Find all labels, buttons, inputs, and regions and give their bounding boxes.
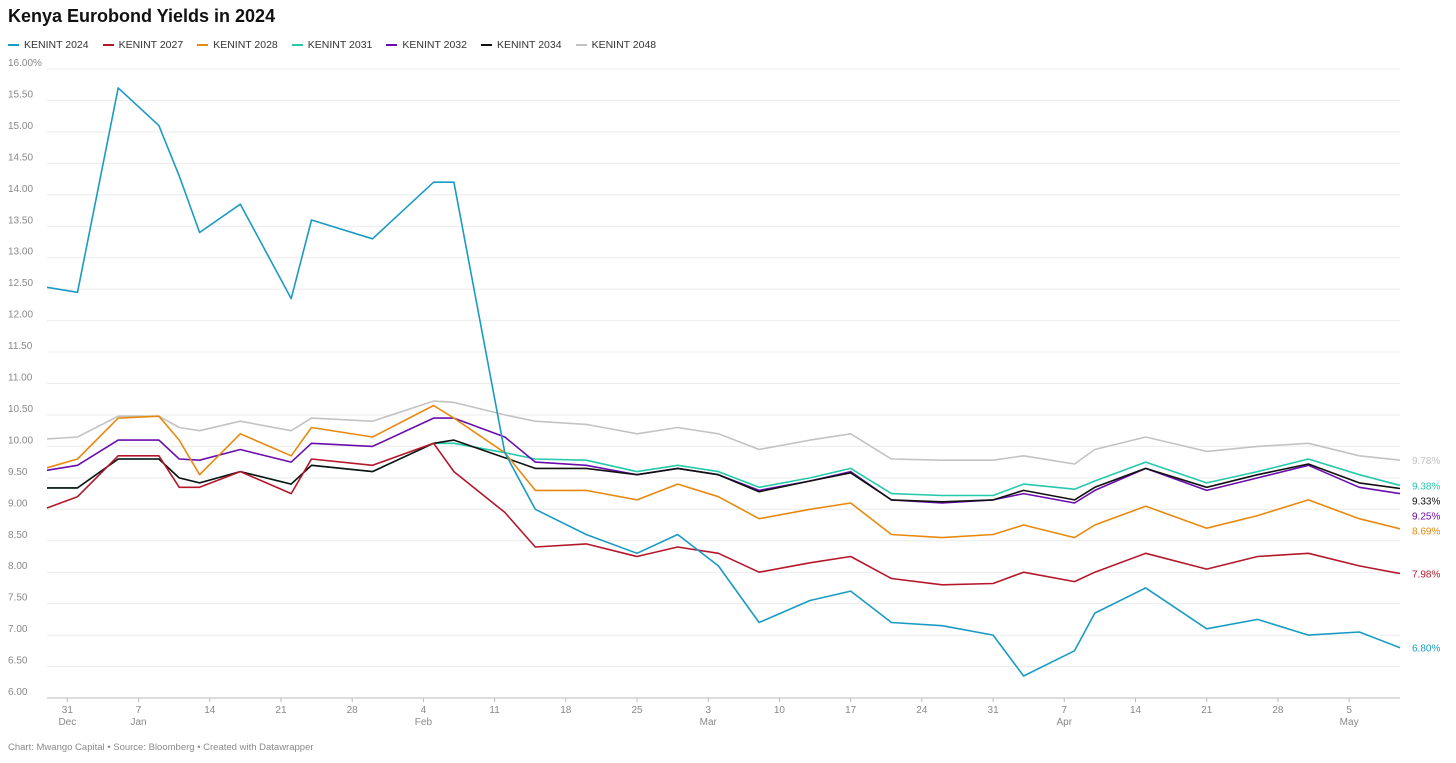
y-tick-label: 16.00% — [8, 58, 42, 69]
series-line-kenint-2024 — [46, 87, 1401, 677]
legend-item: KENINT 2048 — [575, 39, 657, 51]
x-tick-month-label: Feb — [415, 717, 433, 728]
legend-label: KENINT 2032 — [402, 39, 467, 51]
y-tick-label: 8.00 — [8, 561, 28, 572]
y-tick-label: 10.00 — [8, 435, 33, 446]
x-tick-month-label: Mar — [700, 717, 718, 728]
x-tick-label: 31 — [62, 705, 74, 716]
x-tick-label: 31 — [988, 705, 1000, 716]
y-tick-label: 12.00 — [8, 310, 33, 321]
x-tick-label: 17 — [845, 705, 857, 716]
legend-swatch — [480, 44, 492, 46]
x-tick-label: 21 — [275, 705, 287, 716]
legend-label: KENINT 2028 — [213, 39, 278, 51]
legend-label: KENINT 2031 — [307, 39, 373, 51]
series-line-kenint-2034 — [47, 439, 1401, 503]
y-tick-label: 13.00 — [8, 247, 33, 258]
x-tick-label: 3 — [705, 705, 711, 716]
x-tick-month-label: Apr — [1057, 717, 1073, 728]
y-tick-label: 11.00 — [8, 373, 33, 384]
legend-item: KENINT 2027 — [102, 39, 184, 51]
y-tick-label: 14.00 — [8, 184, 33, 195]
y-tick-label: 7.00 — [8, 624, 28, 635]
end-label: 9.25% — [1412, 511, 1440, 522]
y-tick-label: 6.50 — [8, 656, 28, 667]
end-label: 8.69% — [1412, 526, 1440, 537]
legend-label: KENINT 2034 — [496, 39, 562, 51]
legend-item: KENINT 2024 — [8, 39, 89, 51]
legend-swatch — [291, 44, 303, 46]
x-tick-label: 14 — [1130, 705, 1142, 716]
legend-item: KENINT 2031 — [291, 39, 373, 51]
x-tick-label: 7 — [136, 705, 142, 716]
y-tick-label: 8.50 — [8, 530, 28, 541]
y-tick-label: 11.50 — [8, 341, 33, 352]
x-tick-label: 7 — [1062, 705, 1068, 716]
x-tick-label: 10 — [774, 705, 786, 716]
y-tick-label: 12.50 — [8, 278, 33, 289]
legend-label: KENINT 2027 — [118, 39, 184, 51]
x-tick-label: 5 — [1346, 705, 1352, 716]
x-tick-label: 28 — [347, 705, 359, 716]
legend-item: KENINT 2028 — [197, 39, 278, 51]
y-tick-label: 9.00 — [8, 498, 28, 509]
end-label: 9.78% — [1412, 456, 1440, 467]
end-label: 6.80% — [1412, 644, 1440, 655]
x-tick-month-label: May — [1340, 717, 1359, 728]
y-tick-label: 10.50 — [8, 404, 33, 415]
legend-swatch — [8, 44, 19, 46]
end-label: 9.33% — [1412, 496, 1440, 507]
x-tick-label: 21 — [1201, 705, 1213, 716]
y-tick-label: 14.50 — [8, 152, 33, 163]
y-tick-label: 13.50 — [8, 215, 33, 226]
legend: KENINT 2024 KENINT 2027 KENINT 2028 KENINT … — [8, 39, 656, 51]
x-tick-label: 4 — [421, 705, 427, 716]
end-label: 7.98% — [1412, 569, 1440, 580]
legend-label: KENINT 2048 — [591, 39, 657, 51]
y-tick-label: 9.50 — [8, 467, 28, 478]
legend-item: KENINT 2034 — [480, 39, 562, 51]
x-tick-label: 18 — [560, 705, 572, 716]
series-line-kenint-2027 — [46, 442, 1401, 586]
x-tick-label: 24 — [916, 705, 928, 716]
x-tick-label: 25 — [631, 705, 643, 716]
chart-footer: Chart: Mwango Capital • Source: Bloomber… — [8, 742, 314, 753]
legend-swatch — [575, 44, 587, 46]
legend-item: KENINT 2032 — [386, 39, 467, 51]
legend-swatch — [197, 44, 209, 46]
legend-swatch — [102, 44, 114, 46]
series-line-kenint-2028 — [46, 404, 1401, 539]
x-tick-month-label: Jan — [130, 717, 146, 728]
series-line-kenint-2048 — [46, 400, 1401, 465]
chart-title: Kenya Eurobond Yields in 2024 — [8, 6, 276, 26]
x-tick-month-label: Dec — [58, 717, 76, 728]
series-line-kenint-2032 — [46, 417, 1401, 504]
y-tick-label: 15.50 — [8, 89, 33, 100]
y-tick-label: 6.00 — [8, 687, 28, 698]
legend-swatch — [386, 44, 398, 46]
x-tick-label: 28 — [1272, 705, 1284, 716]
x-tick-label: 14 — [204, 705, 216, 716]
y-tick-label: 7.50 — [8, 593, 28, 604]
legend-label: KENINT 2024 — [24, 39, 89, 51]
end-label: 9.38% — [1412, 481, 1440, 492]
x-tick-label: 11 — [489, 705, 500, 716]
y-tick-label: 15.00 — [8, 121, 33, 132]
